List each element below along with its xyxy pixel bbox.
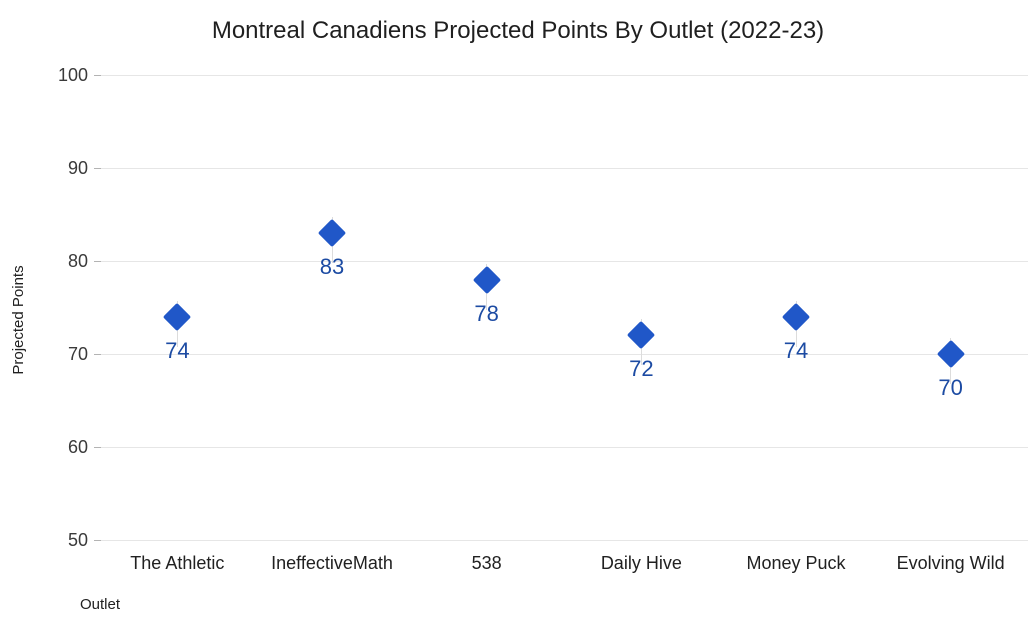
data-point-value-label: 72 xyxy=(629,356,654,382)
data-point-value-label: 70 xyxy=(938,375,963,400)
y-axis-tick-label: 80 xyxy=(67,251,88,271)
x-axis-category-label: IneffectiveMath xyxy=(271,553,393,573)
y-axis-tick-label: 70 xyxy=(67,344,88,364)
y-axis-tick xyxy=(94,540,101,541)
y-axis-tick xyxy=(94,75,101,76)
gridline xyxy=(100,261,1028,262)
x-axis-title: Outlet xyxy=(79,596,121,613)
data-point-marker[interactable] xyxy=(472,265,501,294)
x-axis-category-label: 538 xyxy=(471,553,502,573)
data-point-marker[interactable] xyxy=(781,302,811,331)
data-point-value-label: 78 xyxy=(474,300,499,326)
data-point-marker[interactable] xyxy=(163,302,192,331)
data-point-value-label: 83 xyxy=(319,254,345,280)
data-point-marker[interactable] xyxy=(627,321,656,350)
y-axis-tick xyxy=(94,447,101,448)
data-point-value-label: 74 xyxy=(165,337,190,363)
y-axis-title: Projected Points xyxy=(10,265,27,375)
y-axis-tick-label: 50 xyxy=(67,530,88,550)
x-axis-category-label: Daily Hive xyxy=(600,553,682,573)
y-axis-tick xyxy=(94,261,101,262)
x-axis-category-label: Evolving Wild xyxy=(896,553,1005,573)
gridline xyxy=(100,447,1028,448)
y-axis-tick-label: 90 xyxy=(67,158,88,178)
gridline xyxy=(100,168,1028,169)
gridline xyxy=(100,354,1028,355)
data-point-marker[interactable] xyxy=(317,218,347,248)
y-axis-tick xyxy=(94,354,101,355)
x-axis-category-label: Money Puck xyxy=(746,553,846,573)
x-axis-category-label: The Athletic xyxy=(130,553,225,573)
y-axis-tick-label: 60 xyxy=(67,437,88,457)
gridline xyxy=(100,540,1028,541)
chart-title: Montreal Canadiens Projected Points By O… xyxy=(211,17,825,44)
data-point-value-label: 74 xyxy=(783,337,809,363)
data-point-marker[interactable] xyxy=(936,339,965,369)
y-axis-tick-label: 100 xyxy=(57,65,88,85)
y-axis-tick xyxy=(94,168,101,169)
gridline xyxy=(100,75,1028,76)
